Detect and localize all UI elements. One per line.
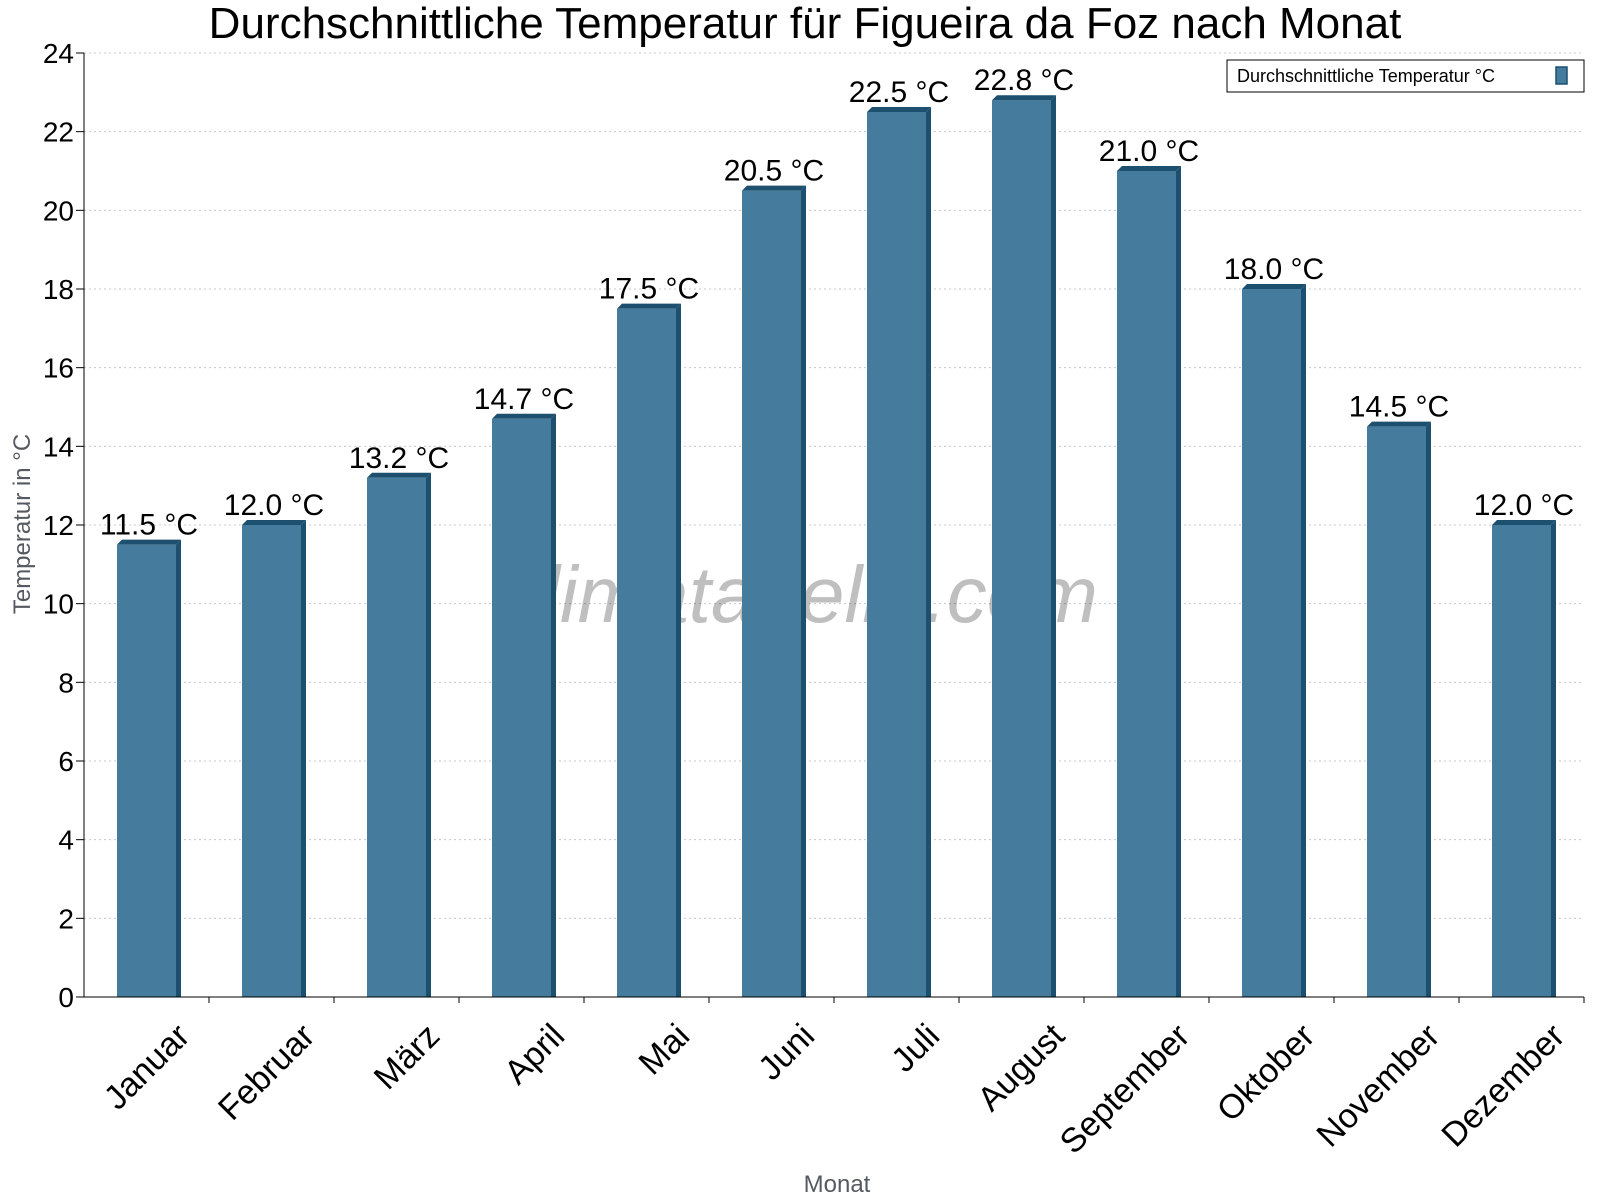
- bar-top: [1367, 421, 1431, 427]
- x-tick-label: Februar: [211, 1017, 322, 1128]
- data-label: 12.0 °C: [1474, 489, 1574, 522]
- y-tick-label: 6: [58, 746, 74, 777]
- bar-face: [1367, 426, 1426, 998]
- y-tick-label: 14: [43, 431, 74, 462]
- y-tick-label: 8: [58, 667, 74, 698]
- bar-side: [426, 472, 431, 997]
- bar-9: [1242, 284, 1306, 997]
- bar-face: [242, 525, 301, 997]
- x-tick-label: September: [1053, 1017, 1197, 1161]
- data-label: 17.5 °C: [599, 273, 699, 306]
- x-tick-label: Dezember: [1434, 1017, 1572, 1155]
- bar-face: [492, 418, 551, 997]
- bar-3: [492, 413, 556, 997]
- bar-face: [367, 477, 426, 997]
- bar-side: [551, 413, 556, 997]
- bar-side: [1051, 95, 1056, 997]
- x-tick-label: Juli: [884, 1017, 947, 1080]
- bar-top: [1117, 166, 1181, 171]
- bar-0: [117, 539, 181, 997]
- bar-side: [801, 185, 806, 997]
- x-tick-label: August: [970, 1016, 1072, 1118]
- bar-1: [242, 520, 306, 997]
- bar-side: [1426, 421, 1431, 998]
- y-tick-label: 22: [43, 117, 74, 148]
- y-tick-label: 12: [43, 510, 74, 541]
- bar-2: [367, 472, 431, 997]
- data-labels: 11.5 °C 12.0 °C 13.2 °C 14.7 °C 17.5 °C 20.5 …: [100, 64, 1574, 541]
- bar-top: [367, 472, 431, 478]
- data-label: 13.2 °C: [349, 442, 449, 475]
- bar-face: [1117, 171, 1176, 997]
- bar-7: [992, 95, 1056, 997]
- bar-top: [867, 107, 931, 112]
- x-axis-label: Monat: [804, 1171, 871, 1198]
- bar-8: [1117, 166, 1181, 997]
- x-tick-label: Oktober: [1210, 1017, 1322, 1129]
- y-tick-label: 20: [43, 195, 74, 226]
- y-tick-label: 16: [43, 353, 74, 384]
- bar-10: [1367, 421, 1431, 998]
- legend-label: Durchschnittliche Temperatur °C: [1237, 66, 1495, 86]
- bar-face: [1492, 525, 1551, 997]
- legend-swatch: [1555, 66, 1568, 85]
- bar-face: [742, 190, 801, 997]
- y-axis-label: Temperatur in °C: [9, 434, 36, 614]
- bar-side: [176, 539, 181, 997]
- y-tick-label: 10: [43, 589, 74, 620]
- y-tick-label: 2: [58, 903, 74, 934]
- bar-side: [1176, 166, 1181, 997]
- y-tick-label: 4: [58, 825, 74, 856]
- bar-top: [1242, 284, 1306, 289]
- bar-side: [1301, 284, 1306, 997]
- data-label: 14.7 °C: [474, 383, 574, 416]
- y-tick-label: 24: [43, 38, 74, 69]
- bar-face: [867, 112, 926, 997]
- x-tick-label: April: [497, 1017, 572, 1092]
- data-label: 11.5 °C: [100, 509, 198, 542]
- y-tick-label: 18: [43, 274, 74, 305]
- bar-top: [1492, 520, 1556, 525]
- x-tick-label: März: [367, 1017, 447, 1097]
- data-label: 14.5 °C: [1349, 391, 1449, 424]
- x-axis-ticks: Januar Februar März April Mai Juni Juli AugustS…: [97, 997, 1585, 1161]
- bar-top: [117, 539, 181, 545]
- bar-top: [992, 95, 1056, 101]
- bar-top: [617, 303, 681, 309]
- x-tick-label: Mai: [632, 1017, 698, 1083]
- grid-lines: [84, 52, 1584, 919]
- data-label: 22.5 °C: [849, 76, 949, 109]
- bar-top: [742, 185, 806, 191]
- bar-5: [742, 185, 806, 997]
- x-tick-label: Juni: [751, 1017, 822, 1088]
- bar-4: [617, 303, 681, 998]
- data-label: 22.8 °C: [974, 64, 1074, 97]
- x-tick-label: November: [1309, 1017, 1447, 1155]
- bar-side: [676, 303, 681, 998]
- data-label: 18.0 °C: [1224, 253, 1324, 286]
- bar-side: [1551, 520, 1556, 997]
- data-label: 12.0 °C: [224, 489, 324, 522]
- chart-title: Durchschnittliche Temperatur für Figueir…: [209, 0, 1402, 48]
- data-label: 20.5 °C: [724, 155, 824, 188]
- bar-face: [992, 100, 1051, 997]
- bar-6: [867, 107, 931, 997]
- bar-11: [1492, 520, 1556, 997]
- bar-face: [1242, 289, 1301, 997]
- bar-face: [617, 308, 676, 998]
- bar-top: [492, 413, 556, 419]
- data-label: 21.0 °C: [1099, 135, 1199, 168]
- legend: Durchschnittliche Temperatur °C: [1226, 59, 1585, 93]
- bars: [117, 95, 1556, 998]
- legend-box: [1226, 59, 1585, 93]
- bar-face: [117, 544, 176, 997]
- bar-side: [301, 520, 306, 997]
- x-tick-label: Januar: [97, 1017, 197, 1117]
- bar-top: [242, 520, 306, 525]
- bar-side: [926, 107, 931, 997]
- y-tick-label: 0: [58, 982, 74, 1013]
